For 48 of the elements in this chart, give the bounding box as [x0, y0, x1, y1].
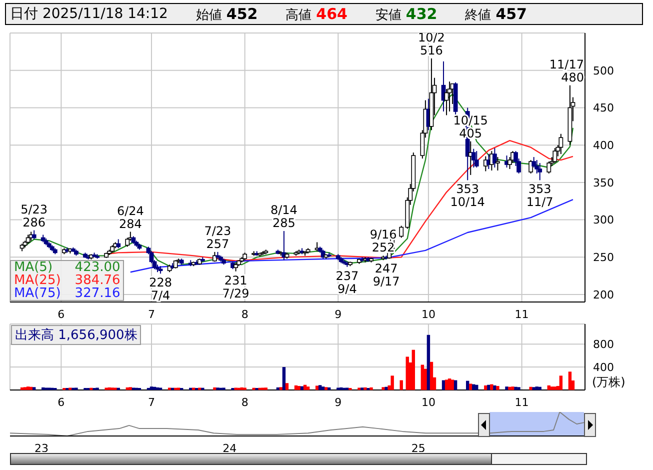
- text: 始値 452: [196, 4, 258, 22]
- annotation: 353 10/14: [450, 182, 485, 210]
- annotation: 11/17 480: [549, 57, 584, 84]
- x-tick-label: 6: [58, 308, 65, 321]
- annotation: 327.16: [74, 286, 120, 301]
- x-tick-label: 7: [148, 396, 155, 409]
- text: 高値 464: [286, 4, 348, 22]
- y-tick-label: 500: [593, 64, 614, 78]
- x-tick-label: 9: [334, 396, 342, 409]
- text: 日付 2025/11/18 14:12: [10, 5, 168, 23]
- annotation: 5/23 286: [20, 202, 48, 230]
- y-tick-label: 250: [593, 251, 614, 264]
- x-tick-label: 10: [421, 308, 436, 321]
- x-tick-label: 10: [421, 396, 436, 409]
- y-tick-label: 300: [593, 214, 614, 227]
- annotation: 247 9/17: [372, 261, 400, 288]
- annotation: 237 9/4: [336, 268, 359, 296]
- annotation: 353 11/7: [526, 182, 554, 210]
- x-tick-label: 25: [411, 442, 426, 455]
- x-tick-label: 8: [241, 396, 248, 409]
- annotation: 8/14 285: [270, 203, 298, 230]
- x-tick-label: 23: [34, 442, 48, 455]
- annotation: 出来高 1,656,900株: [15, 327, 138, 344]
- x-tick-label: 24: [222, 442, 237, 455]
- annotation: 231 7/29: [222, 273, 250, 300]
- annotation: 6/24 284: [116, 204, 144, 231]
- text: MA(25): [14, 273, 61, 288]
- x-tick-label: 11: [514, 396, 529, 409]
- text: 安値 432: [375, 4, 438, 22]
- annotation: 7/23 257: [204, 224, 232, 251]
- y-tick-label: 400: [593, 360, 614, 374]
- y-axis-title: (万株): [592, 374, 626, 391]
- x-tick-label: 8: [241, 308, 248, 321]
- x-tick-label: 7: [148, 308, 155, 321]
- y-tick-label: 200: [593, 288, 614, 302]
- y-tick-label: 800: [593, 338, 614, 351]
- series-label: MA(5): [14, 260, 53, 275]
- annotation: 228 7/4: [149, 276, 172, 303]
- y-tick-label: 400: [593, 138, 614, 152]
- text: 終値 457: [465, 4, 527, 22]
- x-tick-label: 11: [514, 308, 529, 321]
- y-tick-label: 350: [593, 176, 614, 190]
- x-tick-label: 9: [334, 308, 342, 321]
- x-tick-label: 6: [58, 396, 65, 409]
- annotation: 423.00: [74, 260, 120, 275]
- annotation: 384.76: [74, 273, 120, 288]
- text: MA(75): [14, 286, 61, 301]
- y-tick-label: 450: [593, 102, 614, 115]
